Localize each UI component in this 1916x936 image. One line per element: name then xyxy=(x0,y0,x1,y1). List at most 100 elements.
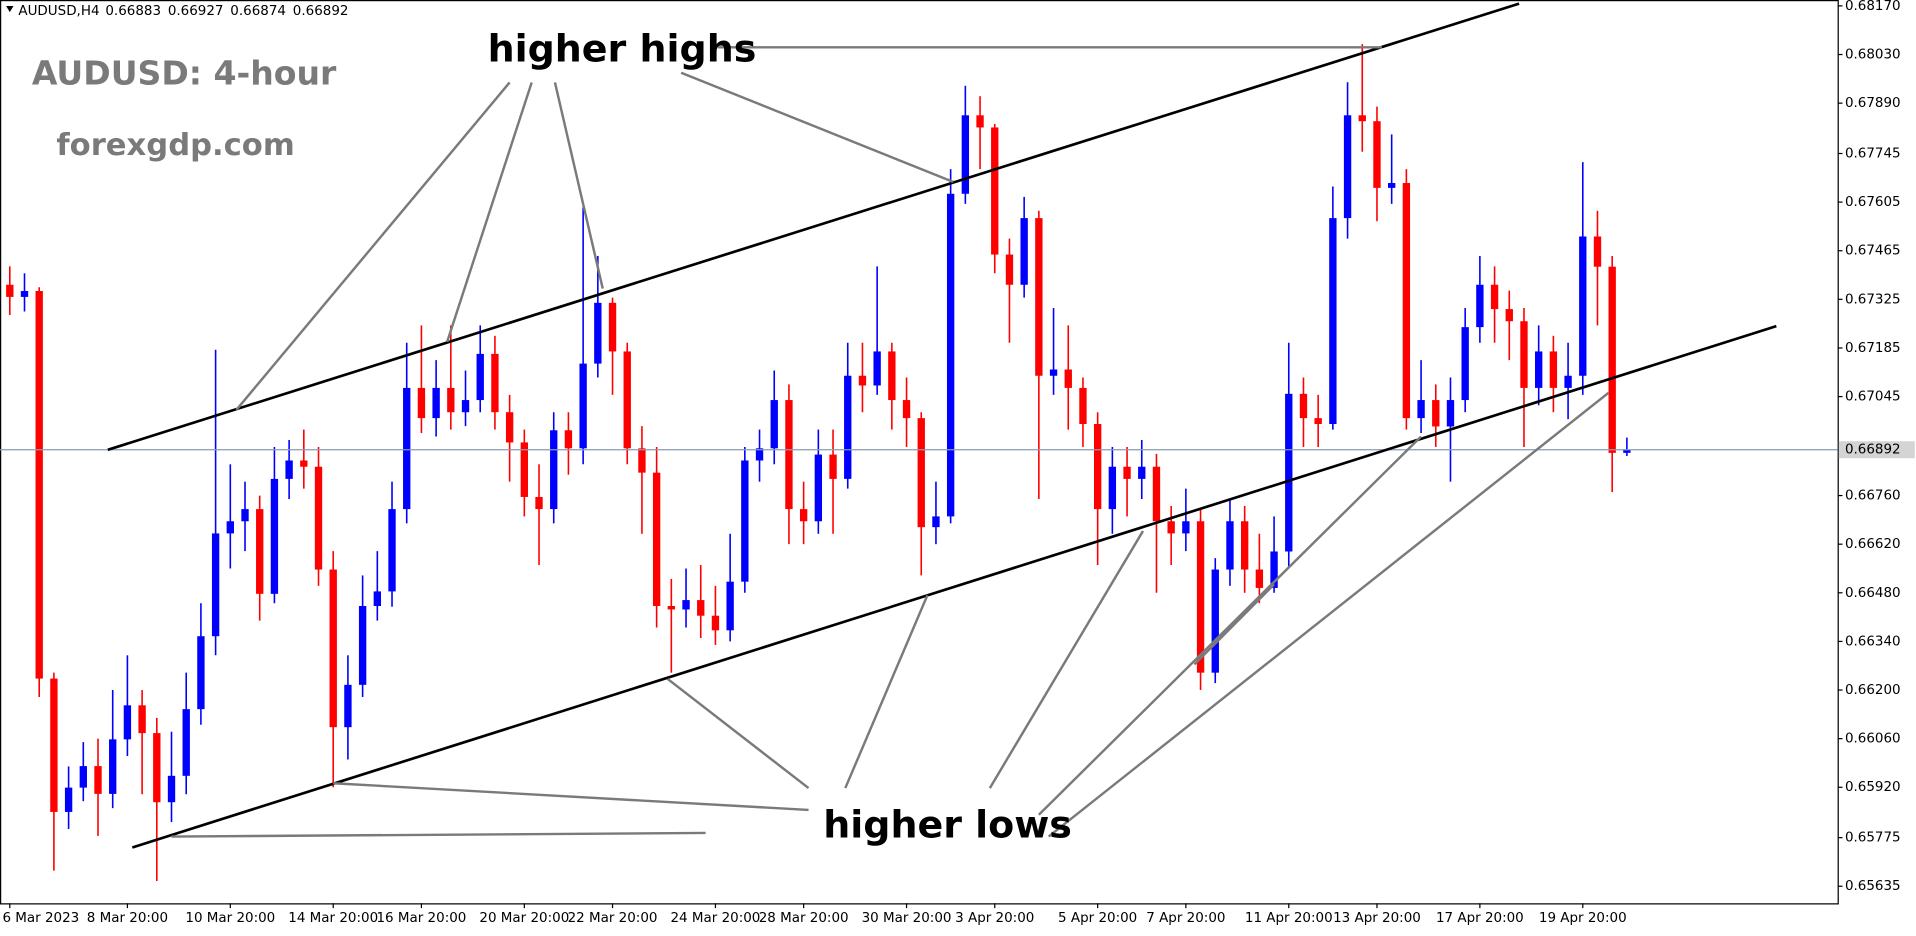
candle-body xyxy=(755,448,764,461)
candle-body xyxy=(1490,284,1499,310)
candle-body xyxy=(520,442,529,497)
candle-body xyxy=(1505,309,1513,322)
candle-body xyxy=(785,400,793,510)
candle-body xyxy=(1314,418,1322,425)
header: AUDUSD,H4 0.66883 0.66927 0.66874 0.6689… xyxy=(6,4,348,19)
candle-body xyxy=(991,127,999,255)
x-tick-label: 28 Mar 20:00 xyxy=(759,911,849,926)
candle-body xyxy=(770,400,778,449)
x-tick-label: 24 Mar 20:00 xyxy=(671,911,761,926)
candle-body xyxy=(961,115,970,194)
candle-body xyxy=(638,448,646,473)
pointer xyxy=(171,831,706,838)
candle-body xyxy=(711,615,720,631)
candle-body xyxy=(579,363,587,449)
candle-body xyxy=(682,600,690,610)
candle-body xyxy=(300,460,308,467)
candle-body xyxy=(1593,236,1602,267)
candle-body xyxy=(902,400,911,419)
y-tick-label: 0.66760 xyxy=(1845,489,1901,504)
candle-body xyxy=(138,705,146,734)
header-low: 0.66874 xyxy=(230,4,286,19)
candle-body xyxy=(1079,387,1087,425)
y-tick-label: 0.67465 xyxy=(1845,244,1901,259)
candle-body xyxy=(1299,393,1308,419)
candle-body xyxy=(1285,393,1293,552)
y-tick-label: 0.67045 xyxy=(1845,390,1901,405)
plot-frame xyxy=(0,0,1839,905)
candle-body xyxy=(1211,569,1219,673)
candle-body xyxy=(844,375,852,479)
pointer xyxy=(680,71,954,183)
candle-body xyxy=(976,115,984,128)
y-tick-label: 0.67890 xyxy=(1845,96,1901,111)
candle-body xyxy=(211,533,220,637)
chart-subtitle: forexgdp.com xyxy=(56,128,294,163)
x-tick-label: 8 Mar 20:00 xyxy=(87,911,168,926)
x-tick-label: 13 Apr 20:00 xyxy=(1333,911,1421,926)
candle-body xyxy=(1446,400,1455,427)
x-tick-label: 6 Mar 2023 xyxy=(2,911,79,926)
y-tick-label: 0.68170 xyxy=(1845,0,1901,14)
candle-body xyxy=(491,353,499,413)
x-tick-label: 11 Apr 20:00 xyxy=(1245,911,1333,926)
candle-body xyxy=(667,605,676,610)
candle-body xyxy=(814,454,823,522)
x-tick-label: 3 Apr 20:00 xyxy=(955,911,1034,926)
y-tick-label: 0.65635 xyxy=(1845,879,1901,894)
candle-body xyxy=(1182,521,1190,534)
candle-body xyxy=(285,460,293,479)
pointer xyxy=(666,678,810,790)
y-tick-label: 0.65775 xyxy=(1845,831,1901,846)
x-tick-label: 5 Apr 20:00 xyxy=(1058,911,1137,926)
candle-body xyxy=(1549,351,1558,388)
candle-body xyxy=(1329,218,1337,425)
symbol: AUDUSD,H4 xyxy=(18,4,99,19)
candle-body xyxy=(241,509,249,522)
pointer xyxy=(844,594,929,789)
candle-body xyxy=(564,430,573,449)
candle-body xyxy=(550,430,558,510)
y-tick-label: 0.66480 xyxy=(1845,586,1901,601)
candle-body xyxy=(270,478,279,594)
candle-body xyxy=(1476,284,1484,328)
header-high: 0.66927 xyxy=(168,4,224,19)
pointer xyxy=(988,530,1145,789)
candle-body xyxy=(1461,327,1469,401)
y-tick-label: 0.67605 xyxy=(1845,195,1901,210)
candle-body xyxy=(858,375,867,386)
candle-body xyxy=(1373,121,1381,188)
candle-body xyxy=(1608,266,1616,453)
header-close: 0.66892 xyxy=(293,4,349,19)
candle-body xyxy=(1064,369,1072,388)
candle-body xyxy=(594,302,602,364)
pointer xyxy=(333,782,809,812)
candle-body xyxy=(182,709,190,776)
candle-body xyxy=(505,412,514,443)
annotation: higher lows xyxy=(823,803,1072,847)
candle-body xyxy=(329,569,337,728)
candle-body xyxy=(1579,236,1587,376)
x-tick-label: 16 Mar 20:00 xyxy=(376,911,466,926)
header-icon xyxy=(6,6,14,13)
candle-body xyxy=(403,387,411,510)
pointer xyxy=(1037,435,1422,816)
candle-body xyxy=(256,509,264,594)
candle-body xyxy=(167,775,176,803)
candle-body xyxy=(64,787,73,812)
candle-body xyxy=(1417,400,1425,419)
pointer xyxy=(445,82,533,343)
x-tick-label: 20 Mar 20:00 xyxy=(479,911,569,926)
candle-body xyxy=(741,460,749,582)
candle-body xyxy=(1387,183,1396,188)
y-tick-label: 0.66060 xyxy=(1845,732,1901,747)
candle-body xyxy=(6,284,14,297)
y-tick-label: 0.66620 xyxy=(1845,537,1901,552)
candle-body xyxy=(109,739,117,794)
candle-body xyxy=(1623,449,1631,453)
candle-body xyxy=(1535,351,1543,388)
candle-body xyxy=(388,509,396,592)
candle-body xyxy=(358,605,367,685)
candle-body xyxy=(79,766,87,788)
candle-body xyxy=(50,678,58,812)
